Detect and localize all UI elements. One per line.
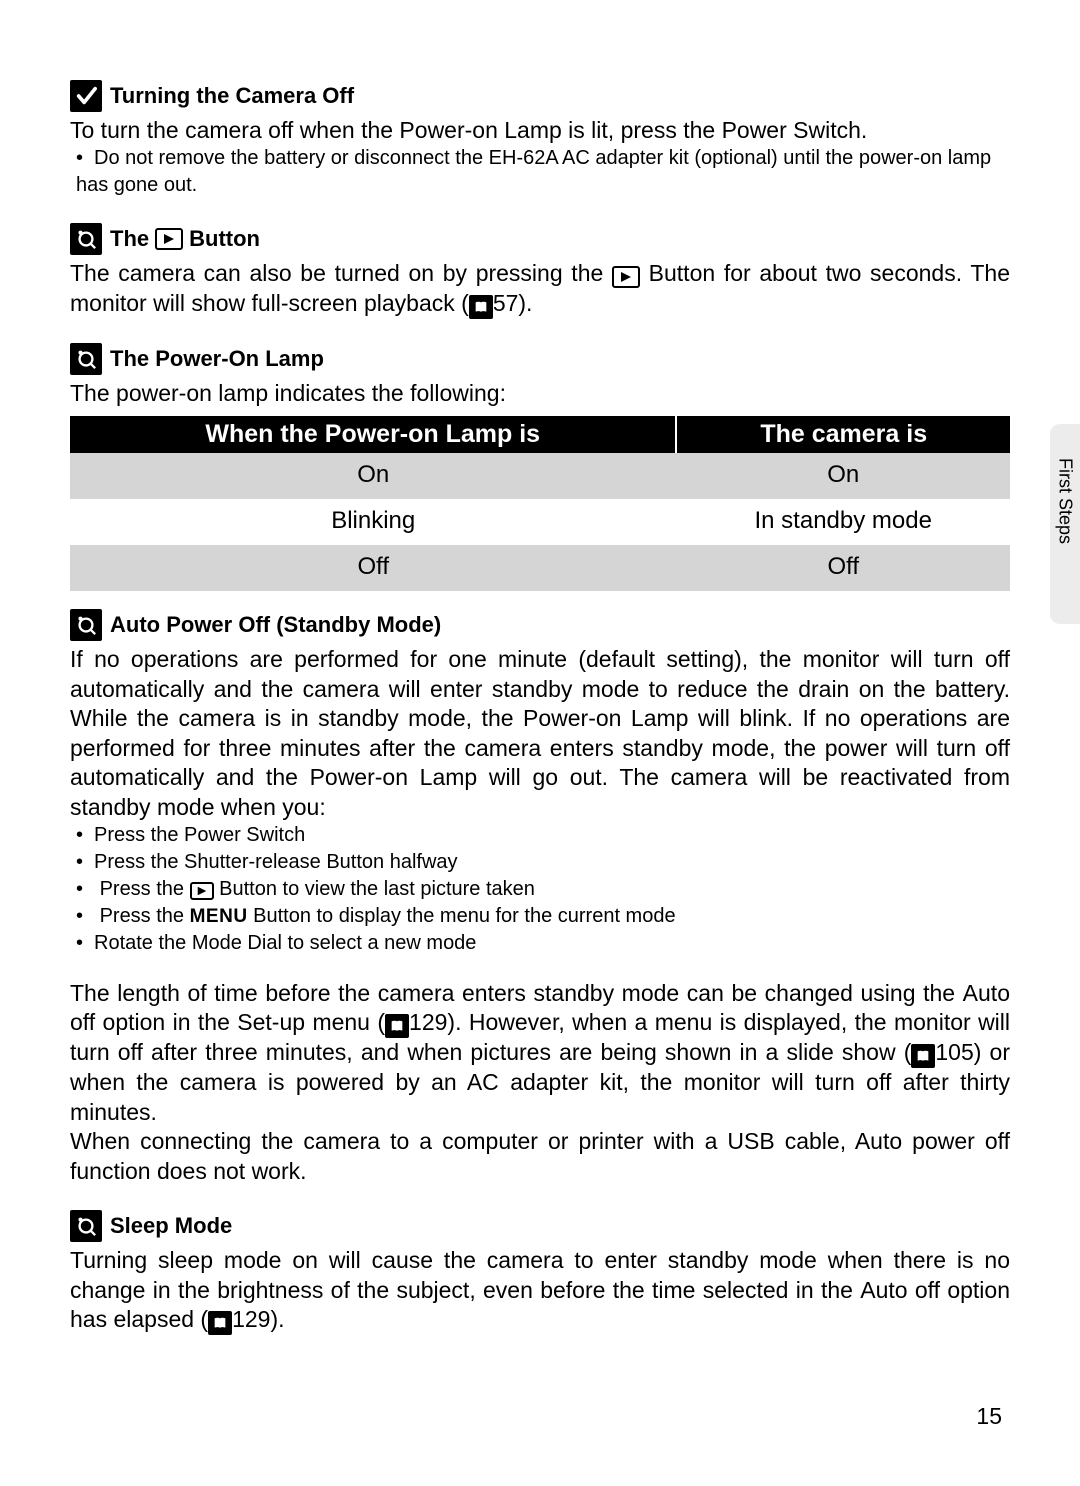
body-play-button: The camera can also be turned on by pres…	[70, 259, 1010, 318]
menu-label: MENU	[190, 906, 248, 927]
table-row: Blinking In standby mode	[70, 499, 1010, 545]
heading-sleep-mode: Sleep Mode	[70, 1210, 1010, 1242]
bullets-turning-off: Do not remove the battery or disconnect …	[70, 145, 1010, 199]
text: Button to view the last picture taken	[214, 878, 535, 900]
side-tab-label: First Steps	[1055, 458, 1076, 544]
body-turning-off: To turn the camera off when the Power-on…	[70, 116, 1010, 145]
heading-text-pre: The	[110, 226, 149, 252]
bullet: Press the MENU Button to display the men…	[76, 903, 1010, 930]
section-power-lamp: The Power-On Lamp The power-on lamp indi…	[70, 343, 1010, 591]
intro-power-lamp: The power-on lamp indicates the followin…	[70, 379, 1010, 408]
bullet: Press the Shutter-release Button halfway	[76, 849, 1010, 876]
heading-text: Sleep Mode	[110, 1213, 232, 1239]
page-number: 15	[976, 1403, 1002, 1430]
section-auto-power-off: Auto Power Off (Standby Mode) If no oper…	[70, 609, 1010, 1186]
bullet: Press the Power Switch	[76, 822, 1010, 849]
td: In standby mode	[676, 499, 1010, 545]
text: Press the	[100, 878, 190, 900]
heading-auto-power-off: Auto Power Off (Standby Mode)	[70, 609, 1010, 641]
heading-turning-off: Turning the Camera Off	[70, 80, 1010, 112]
p3-auto-power-off: When connecting the camera to a computer…	[70, 1127, 1010, 1186]
power-lamp-table: When the Power-on Lamp is The camera is …	[70, 416, 1010, 591]
check-icon	[70, 80, 102, 112]
heading-power-lamp: The Power-On Lamp	[70, 343, 1010, 375]
text: 57).	[493, 290, 533, 316]
bullet: Do not remove the battery or disconnect …	[76, 145, 1010, 199]
bullet: Press the Button to view the last pictur…	[76, 876, 1010, 903]
section-turning-off: Turning the Camera Off To turn the camer…	[70, 80, 1010, 199]
auto-off-label: Auto off	[860, 1277, 940, 1303]
text: The camera can also be turned on by pres…	[70, 260, 612, 286]
p2-auto-power-off: The length of time before the camera ent…	[70, 979, 1010, 1127]
page-ref-icon	[469, 295, 493, 319]
table-row: Off Off	[70, 545, 1010, 591]
section-play-button: The Button The camera can also be turned…	[70, 223, 1010, 318]
play-icon	[155, 228, 183, 250]
heading-text: Auto Power Off (Standby Mode)	[110, 612, 441, 638]
heading-text: The Power-On Lamp	[110, 346, 324, 372]
td: On	[676, 453, 1010, 499]
section-sleep-mode: Sleep Mode Turning sleep mode on will ca…	[70, 1210, 1010, 1335]
td: Off	[70, 545, 676, 591]
side-tab: First Steps	[1050, 424, 1080, 624]
play-icon	[190, 882, 214, 900]
td: Off	[676, 545, 1010, 591]
p1-sleep-mode: Turning sleep mode on will cause the cam…	[70, 1246, 1010, 1335]
th: The camera is	[676, 416, 1010, 453]
td: On	[70, 453, 676, 499]
page-ref-icon	[911, 1044, 935, 1068]
th: When the Power-on Lamp is	[70, 416, 676, 453]
page-ref-icon	[208, 1311, 232, 1335]
bullets-auto-power-off: Press the Power Switch Press the Shutter…	[70, 822, 1010, 957]
bullet: Rotate the Mode Dial to select a new mod…	[76, 930, 1010, 957]
play-icon	[612, 266, 640, 288]
page-ref-icon	[385, 1014, 409, 1038]
heading-text-post: Button	[189, 226, 260, 252]
td: Blinking	[70, 499, 676, 545]
p1-auto-power-off: If no operations are performed for one m…	[70, 645, 1010, 822]
info-icon	[70, 1210, 102, 1242]
info-icon	[70, 609, 102, 641]
info-icon	[70, 223, 102, 255]
text: 129).	[232, 1306, 284, 1332]
text: option in the Set-up menu (	[95, 1009, 385, 1035]
info-icon	[70, 343, 102, 375]
text: The length of time before the camera ent…	[70, 980, 963, 1006]
text: Button to display the menu for the curre…	[248, 905, 676, 927]
heading-play-button: The Button	[70, 223, 1010, 255]
table-row: On On	[70, 453, 1010, 499]
text: Press the	[100, 905, 190, 927]
heading-text: Turning the Camera Off	[110, 83, 354, 109]
table-header-row: When the Power-on Lamp is The camera is	[70, 416, 1010, 453]
